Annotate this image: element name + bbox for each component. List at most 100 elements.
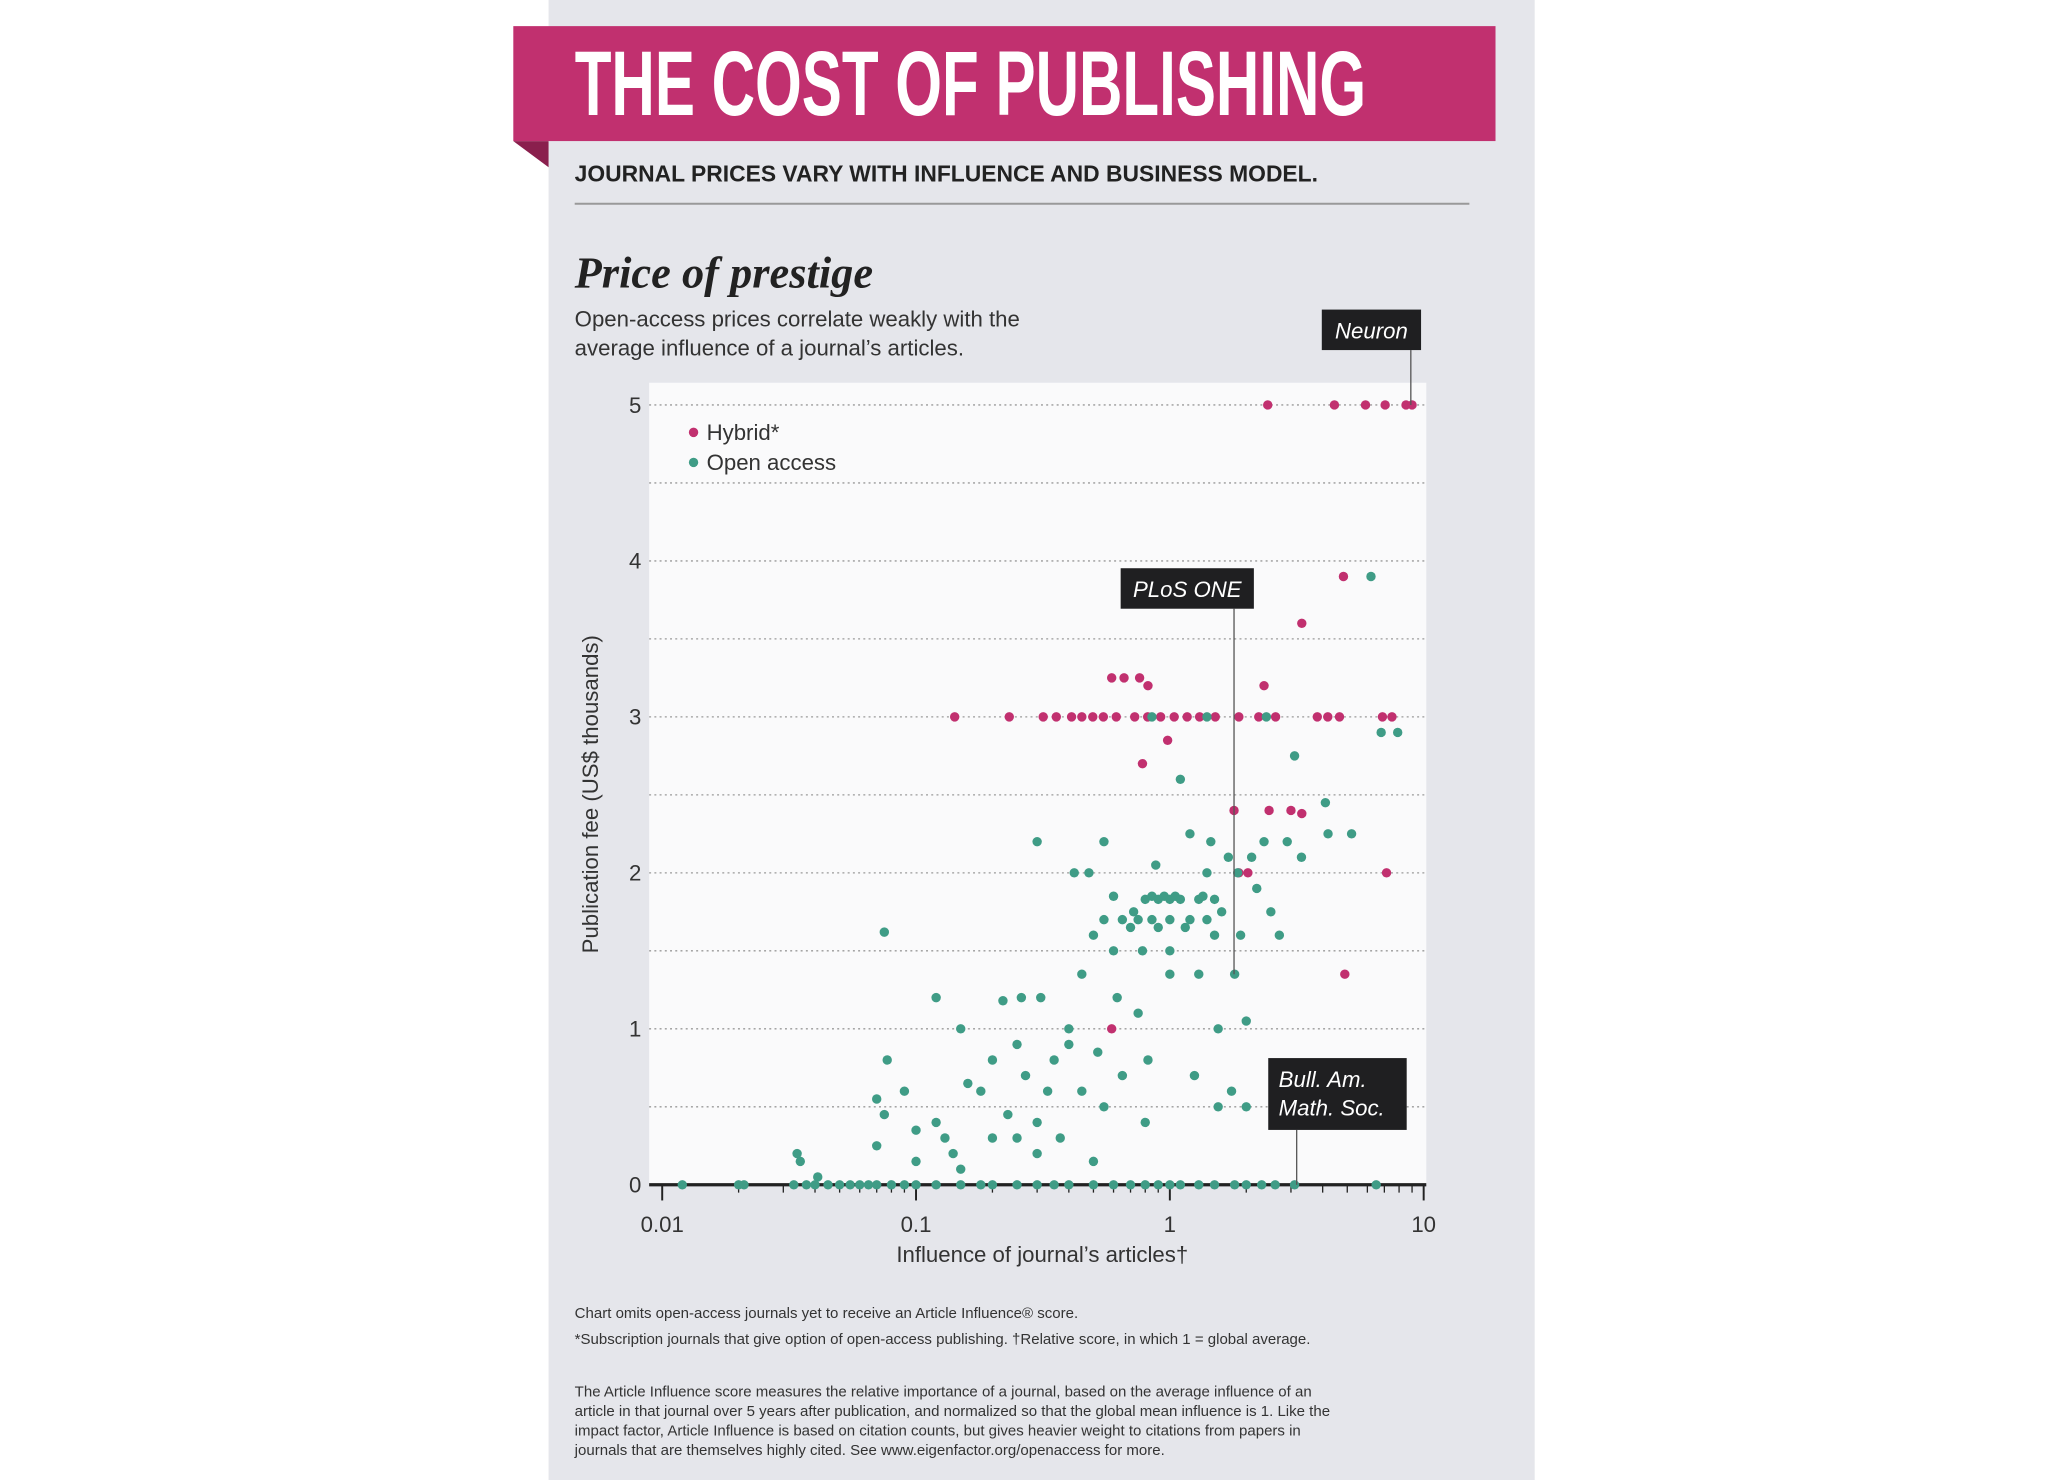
point — [1093, 1047, 1103, 1057]
footnote: Chart omits open-access journals yet to … — [575, 1305, 1078, 1322]
point — [1098, 712, 1109, 722]
point — [1012, 1133, 1022, 1143]
point — [976, 1086, 986, 1096]
point — [1069, 868, 1079, 878]
point — [1264, 805, 1274, 816]
x-tick-label: 0.1 — [901, 1212, 932, 1237]
point — [886, 1180, 897, 1190]
point — [911, 1125, 921, 1135]
point — [1182, 712, 1192, 722]
point — [1282, 836, 1292, 847]
point — [1055, 1133, 1065, 1143]
point — [1162, 735, 1173, 745]
point — [1213, 1102, 1223, 1112]
point — [1088, 1180, 1099, 1190]
annotation-label: Bull. Am. — [1279, 1067, 1367, 1092]
point — [1140, 894, 1150, 905]
legend-marker — [688, 457, 699, 468]
legend-marker — [688, 427, 699, 438]
point — [1216, 907, 1227, 917]
y-tick-label: 4 — [629, 549, 641, 574]
point — [1232, 868, 1243, 878]
point — [1004, 712, 1014, 722]
point — [1210, 712, 1220, 722]
point — [1012, 1180, 1022, 1190]
point — [1189, 1070, 1200, 1081]
point — [1130, 712, 1140, 722]
banner-fold — [513, 141, 549, 168]
point — [1202, 914, 1212, 925]
point — [1340, 969, 1350, 979]
point — [1206, 836, 1216, 847]
point — [1049, 1055, 1059, 1065]
point — [1377, 712, 1388, 722]
point — [1112, 992, 1122, 1003]
y-tick-label: 5 — [629, 393, 641, 418]
point — [948, 1148, 958, 1159]
plot-area — [649, 382, 1427, 1185]
point — [834, 1180, 845, 1190]
point — [1128, 907, 1139, 917]
point — [1202, 868, 1212, 878]
point — [1117, 1070, 1128, 1081]
point — [1140, 1117, 1150, 1128]
annotation-label: Math. Soc. — [1279, 1096, 1385, 1121]
point — [1032, 1148, 1042, 1159]
point — [813, 1172, 823, 1182]
point — [1137, 946, 1148, 956]
point — [872, 1094, 882, 1104]
point — [1175, 894, 1186, 905]
point — [1133, 914, 1143, 925]
point — [1117, 914, 1128, 925]
banner — [513, 26, 1496, 142]
point — [1235, 930, 1246, 940]
point — [1274, 930, 1285, 940]
point — [1108, 1180, 1119, 1190]
x-tick-label: 0.01 — [641, 1212, 684, 1237]
chart-subtitle: Open-access prices correlate weakly with… — [575, 307, 1020, 332]
y-tick-label: 1 — [629, 1017, 641, 1042]
point — [1143, 1055, 1153, 1065]
point — [1088, 1156, 1099, 1167]
point — [872, 1141, 882, 1151]
point — [872, 1180, 882, 1190]
point — [1209, 894, 1220, 905]
point — [1020, 1070, 1031, 1081]
point — [1392, 727, 1403, 738]
legend-label: Open access — [707, 450, 836, 475]
point — [1077, 712, 1087, 722]
point — [1194, 969, 1204, 979]
point — [879, 1109, 890, 1120]
point — [1032, 1180, 1042, 1190]
point — [1165, 946, 1175, 956]
point — [1032, 1117, 1042, 1128]
point — [1032, 836, 1042, 847]
point — [1185, 914, 1195, 925]
point — [1312, 712, 1323, 722]
point — [1175, 1180, 1186, 1190]
annotation-label: Neuron — [1335, 318, 1408, 343]
point — [1213, 1024, 1223, 1034]
annotation-box — [1268, 1058, 1407, 1130]
point — [1407, 400, 1417, 410]
y-tick-label: 0 — [629, 1173, 641, 1198]
point — [1263, 400, 1273, 410]
point — [1194, 894, 1204, 905]
point — [1169, 712, 1179, 722]
point — [801, 1180, 812, 1190]
point — [1286, 805, 1296, 816]
point — [1194, 1180, 1204, 1190]
point — [1226, 1086, 1237, 1096]
point — [1134, 673, 1145, 683]
point — [1259, 836, 1269, 847]
point — [1243, 868, 1253, 878]
point — [1252, 883, 1262, 894]
point — [1165, 1180, 1175, 1190]
point — [1165, 969, 1175, 979]
about-text: journals that are themselves highly cite… — [574, 1442, 1165, 1459]
point — [1165, 914, 1175, 925]
point — [1209, 1180, 1220, 1190]
point — [1099, 836, 1109, 847]
